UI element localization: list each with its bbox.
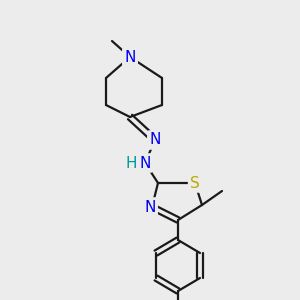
Text: N: N [149,133,161,148]
Text: N: N [139,155,151,170]
Text: S: S [190,176,200,190]
Text: N: N [144,200,156,214]
Text: N: N [124,50,136,64]
Text: H: H [125,155,137,170]
